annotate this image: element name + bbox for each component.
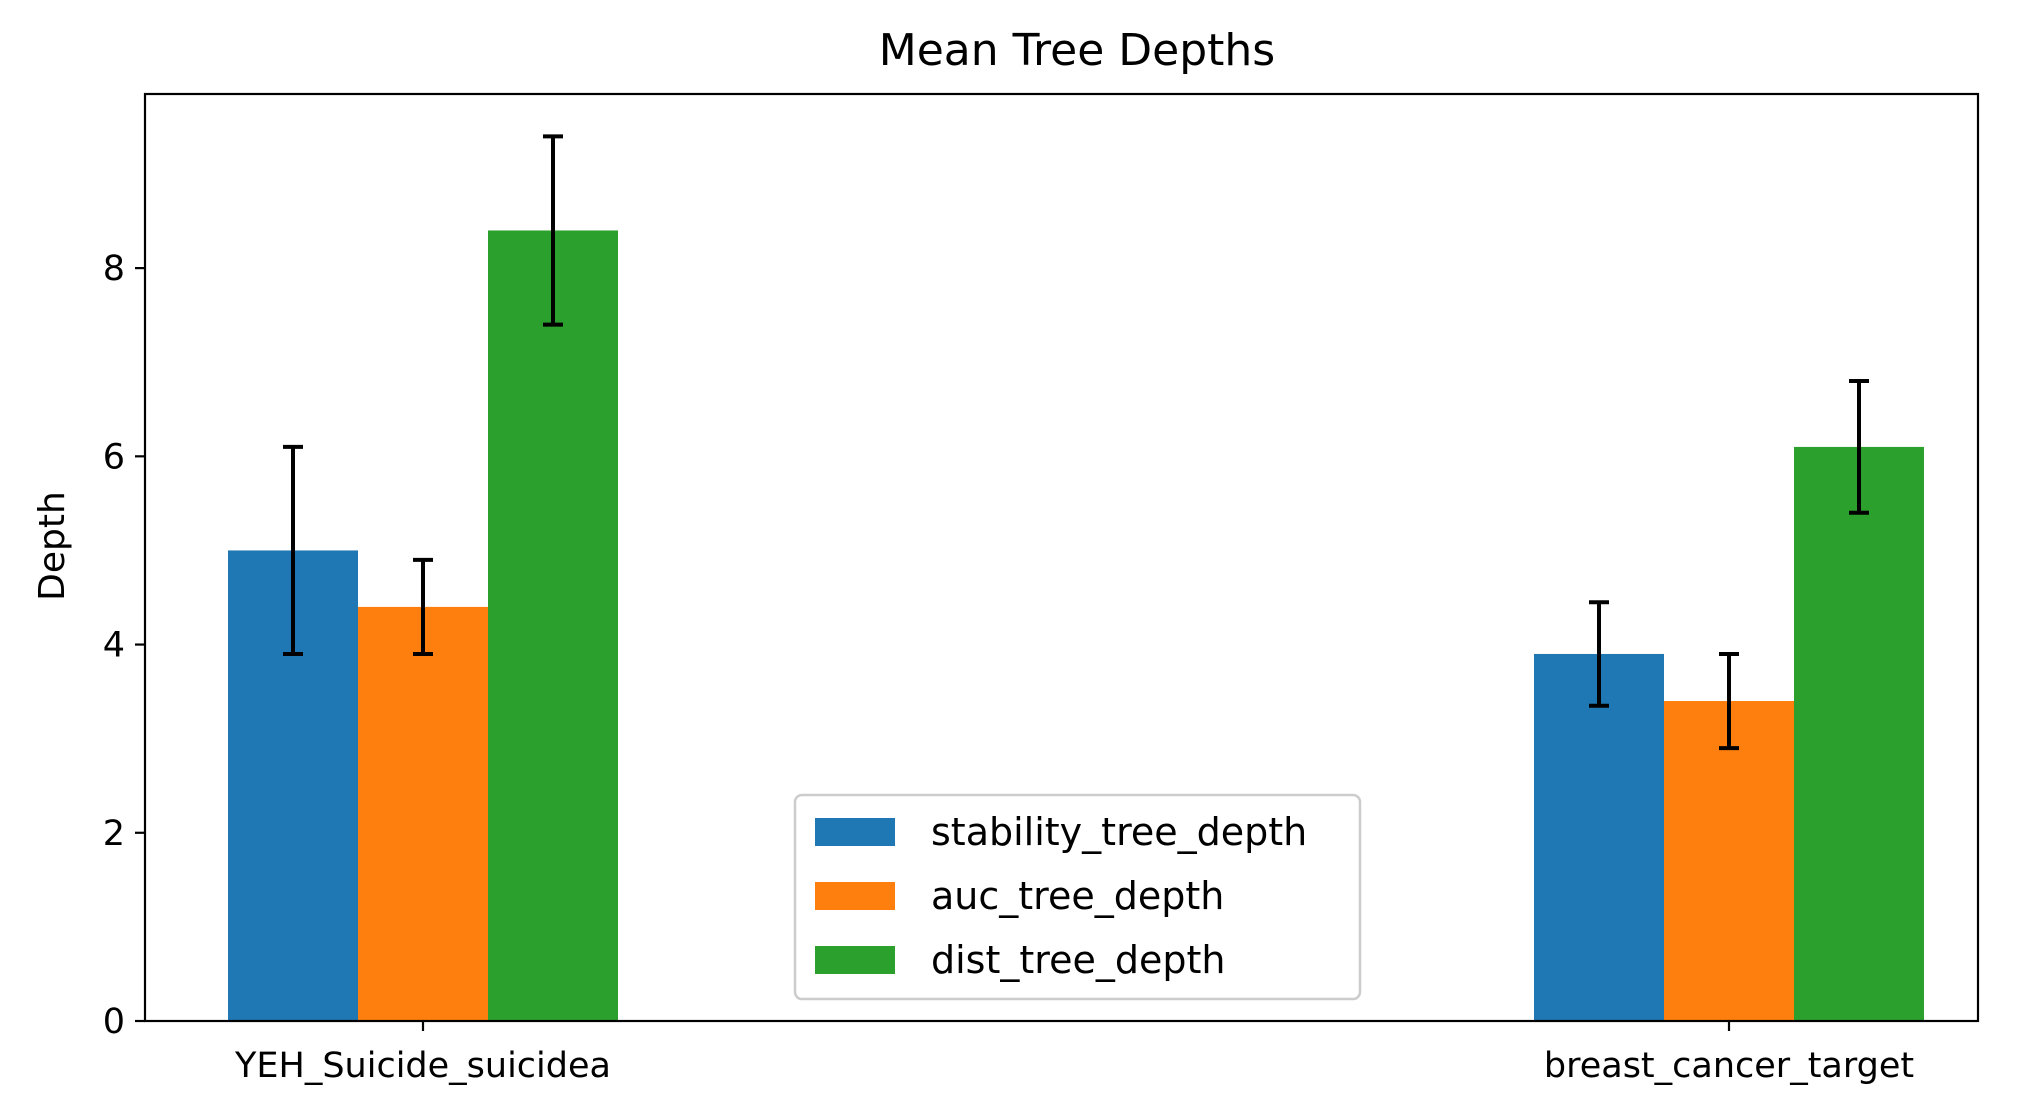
error-bar-auc_tree_depth-YEH_Suicide_suicidea [413,557,433,656]
bar-auc_tree_depth-breast_cancer_target [1664,701,1794,1021]
y-tick-label: 8 [103,249,125,289]
bar-dist_tree_depth-breast_cancer_target [1794,446,1924,1021]
bar-dist_tree_depth-YEH_Suicide_suicidea [488,230,618,1022]
error-bar-stability_tree_depth-breast_cancer_target [1589,600,1609,708]
legend-label-stability_tree_depth: stability_tree_depth [931,810,1307,854]
y-tick-label: 4 [103,626,125,666]
chart-title: Mean Tree Depths [879,25,1275,76]
plot-area: 0 2 4 6 8 YEH_Suicide_suicidea breast_cancer_t… [103,92,1980,1086]
legend-swatch-auc_tree_depth [815,882,895,910]
bar-auc_tree_depth-YEH_Suicide_suicidea [358,606,488,1021]
legend-swatch-stability_tree_depth [815,818,895,846]
legend-label-auc_tree_depth: auc_tree_depth [931,874,1224,918]
legend-box [793,793,1362,1001]
y-tick-label: 2 [103,814,125,854]
x-tick-label: breast_cancer_target [1544,1046,1914,1086]
y-axis-label: Depth [32,491,73,601]
x-tick-label: YEH_Suicide_suicidea [234,1046,611,1086]
error-bar-dist_tree_depth-breast_cancer_target [1849,379,1869,515]
legend-label-dist_tree_depth: dist_tree_depth [931,938,1225,982]
y-tick-label: 6 [103,437,125,477]
error-bar-stability_tree_depth-YEH_Suicide_suicidea [283,444,303,656]
legend-swatch-dist_tree_depth [815,946,895,974]
legend: stability_tree_depth auc_tree_depth dist_t… [793,793,1362,1001]
error-bar-dist_tree_depth-YEH_Suicide_suicidea [543,134,563,327]
y-tick-label: 0 [103,1002,125,1042]
bar-stability_tree_depth-breast_cancer_target [1534,653,1664,1021]
error-bar-auc_tree_depth-breast_cancer_target [1719,651,1739,751]
axes-frame [143,92,1980,1023]
